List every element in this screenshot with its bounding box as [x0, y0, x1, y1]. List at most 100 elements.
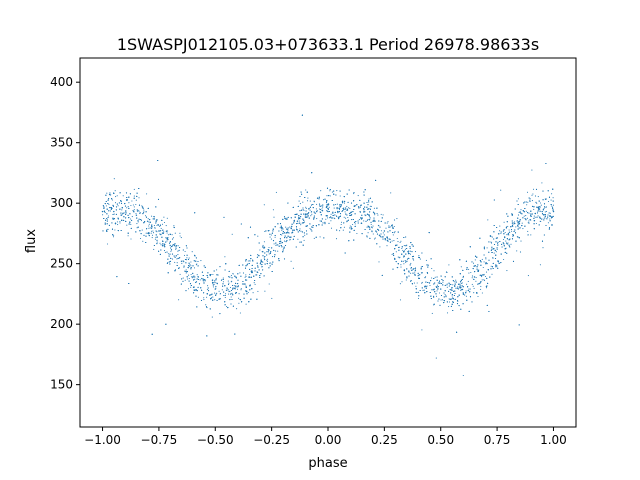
scatter-point — [533, 217, 535, 219]
scatter-point — [201, 289, 203, 291]
scatter-point — [160, 244, 162, 246]
scatter-point — [298, 217, 300, 219]
scatter-point — [461, 282, 463, 284]
scatter-point — [346, 209, 348, 211]
scatter-point — [457, 286, 459, 288]
scatter-point — [401, 281, 403, 283]
scatter-point — [328, 210, 330, 213]
scatter-point — [534, 195, 537, 197]
scatter-point — [300, 224, 302, 226]
scatter-point — [356, 204, 358, 206]
scatter-point — [464, 294, 466, 296]
scatter-point — [533, 208, 535, 210]
scatter-point — [148, 232, 150, 234]
scatter-point — [485, 258, 487, 260]
scatter-point — [192, 265, 194, 267]
scatter-point — [281, 234, 283, 236]
scatter-point — [524, 225, 526, 227]
scatter-point — [301, 114, 303, 116]
scatter-point — [178, 299, 180, 301]
scatter-point — [179, 232, 181, 234]
scatter-point — [353, 200, 355, 202]
scatter-point — [268, 253, 270, 255]
scatter-point — [367, 225, 369, 227]
scatter-point — [150, 232, 152, 234]
scatter-point — [292, 206, 294, 208]
scatter-point — [284, 235, 286, 237]
scatter-point — [347, 219, 349, 221]
scatter-point — [469, 246, 471, 248]
scatter-point — [491, 248, 493, 250]
scatter-point — [272, 230, 274, 232]
scatter-point — [185, 272, 187, 274]
scatter-point — [185, 269, 187, 271]
scatter-point — [188, 274, 190, 276]
scatter-point — [443, 300, 445, 302]
scatter-point — [412, 268, 414, 270]
scatter-point — [473, 287, 475, 289]
scatter-point — [300, 213, 302, 215]
scatter-point — [120, 202, 123, 204]
scatter-point — [283, 258, 286, 260]
scatter-point — [460, 289, 462, 291]
scatter-point — [524, 201, 526, 203]
scatter-point — [471, 301, 473, 303]
scatter-point — [545, 210, 548, 212]
scatter-point — [164, 246, 166, 248]
scatter-point — [263, 247, 265, 249]
scatter-point — [259, 276, 261, 279]
scatter-point — [517, 214, 520, 216]
scatter-point — [540, 220, 542, 223]
scatter-point — [528, 220, 530, 222]
scatter-point — [506, 238, 508, 240]
scatter-point — [266, 259, 268, 261]
scatter-point — [268, 230, 270, 232]
scatter-point — [329, 195, 331, 197]
scatter-point — [505, 227, 507, 229]
scatter-point — [104, 223, 106, 225]
scatter-point — [236, 308, 238, 310]
scatter-point — [194, 212, 196, 214]
scatter-point — [444, 290, 446, 292]
scatter-point — [135, 203, 137, 206]
scatter-point — [445, 296, 447, 298]
scatter-point — [122, 212, 124, 214]
scatter-point — [279, 242, 281, 245]
scatter-point — [532, 193, 534, 195]
scatter-point — [241, 301, 243, 303]
scatter-point — [326, 200, 328, 202]
scatter-point — [408, 252, 410, 255]
scatter-point — [450, 292, 452, 294]
scatter-point — [479, 260, 481, 262]
scatter-point — [552, 207, 554, 209]
scatter-point — [283, 216, 286, 218]
scatter-point — [239, 312, 241, 314]
scatter-point — [349, 214, 351, 217]
scatter-point — [551, 224, 553, 226]
scatter-point — [410, 268, 412, 270]
scatter-point — [159, 233, 161, 235]
scatter-point — [282, 251, 284, 253]
scatter-point — [316, 218, 318, 220]
scatter-point — [145, 216, 148, 218]
scatter-point — [302, 207, 304, 209]
scatter-point — [186, 259, 188, 261]
scatter-point — [411, 283, 413, 285]
scatter-point — [209, 275, 211, 277]
scatter-point — [500, 253, 502, 255]
scatter-point — [438, 292, 441, 294]
scatter-point — [125, 217, 127, 219]
scatter-point — [245, 274, 247, 276]
scatter-point — [446, 284, 448, 286]
scatter-point — [467, 280, 469, 282]
scatter-point — [434, 291, 436, 293]
scatter-point — [111, 198, 113, 200]
scatter-point — [500, 231, 502, 233]
scatter-point — [306, 225, 308, 227]
scatter-point — [169, 253, 171, 255]
scatter-point — [373, 238, 376, 240]
scatter-point — [497, 260, 499, 262]
scatter-point — [391, 225, 393, 227]
scatter-point — [368, 208, 370, 210]
scatter-point — [280, 242, 282, 244]
